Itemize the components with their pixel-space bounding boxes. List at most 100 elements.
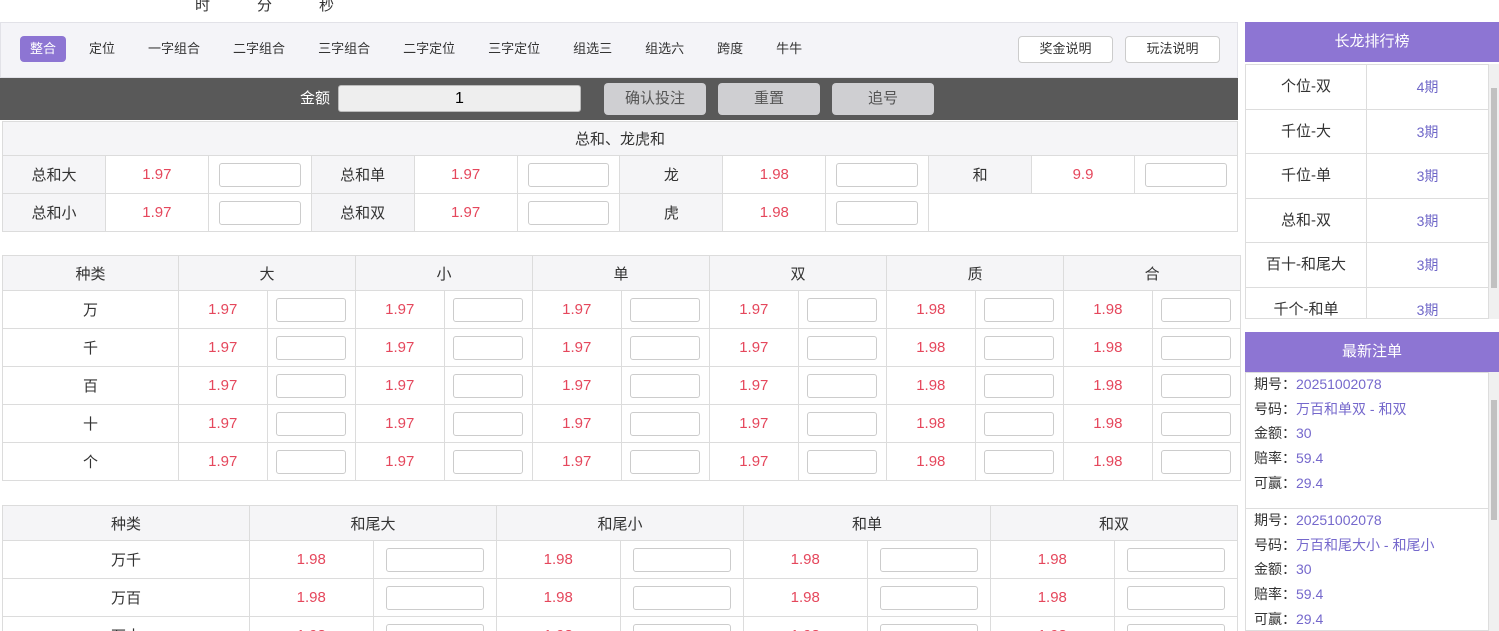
bet-cell [266,442,357,481]
order-line: 期号：20251002078 [1254,508,1484,532]
bet-input[interactable] [836,162,918,187]
bet-input[interactable] [807,411,878,436]
bet-cell [620,404,711,443]
bet-input[interactable] [276,373,347,398]
bet-label: 总和大 [2,155,106,194]
bet-input[interactable] [630,373,701,398]
tab[interactable]: 组选六 [645,41,685,56]
order-line: 金额：30 [1254,557,1484,581]
tab[interactable]: 二字定位 [403,41,456,56]
bet-cell [1113,616,1239,631]
tab[interactable]: 一字组合 [148,41,201,56]
bet-input[interactable] [632,547,731,572]
odds: 1.97 [355,442,445,481]
bet-input[interactable] [630,411,701,436]
bet-cell [1113,578,1239,617]
bet-input[interactable] [1126,585,1225,610]
tab[interactable]: 跨度 [717,41,744,56]
bet-input[interactable] [276,411,347,436]
ranking-row: 千位-单 3期 [1246,154,1488,199]
odds: 1.97 [532,328,622,367]
bet-input[interactable] [1126,623,1225,631]
odds: 1.97 [709,328,799,367]
order-line: 赔率：59.4 [1254,582,1484,606]
tab[interactable]: 三字组合 [318,41,371,56]
tab[interactable]: 牛牛 [776,41,803,56]
bet-input[interactable] [879,547,978,572]
tab[interactable]: 整合 [20,36,67,62]
odds: 1.98 [1063,442,1153,481]
bet-input[interactable] [630,449,701,474]
tab[interactable]: 三字定位 [488,41,541,56]
ranking-row: 百十-和尾大 3期 [1246,243,1488,288]
bet-input[interactable] [984,335,1055,360]
odds: 1.98 [1063,404,1153,443]
tab[interactable]: 组选三 [573,41,613,56]
bet-input[interactable] [836,200,918,225]
bet-input[interactable] [984,449,1055,474]
ranking-name: 千位-大 [1246,109,1367,154]
bet-input[interactable] [385,547,484,572]
tab[interactable]: 二字组合 [233,41,286,56]
odds: 1.98 [886,328,976,367]
amount-input[interactable] [338,85,581,112]
bet-input[interactable] [219,200,301,225]
bet-input[interactable] [453,449,524,474]
empty-cell [928,193,1238,232]
bet-cell [372,578,498,617]
help-button[interactable]: 奖金说明 [1018,36,1113,63]
field-value: 29.4 [1296,610,1324,627]
bet-button[interactable]: 追号 [832,83,934,115]
bet-input[interactable] [807,297,878,322]
bet-input[interactable] [1161,373,1232,398]
bet-row: 万百 1.98 1.98 1.98 1.98 [2,578,1239,617]
bet-input[interactable] [453,411,524,436]
bet-input[interactable] [453,335,524,360]
bet-input[interactable] [807,335,878,360]
bet-input[interactable] [1126,547,1225,572]
bet-input[interactable] [630,297,701,322]
bet-input[interactable] [453,373,524,398]
bet-input[interactable] [276,449,347,474]
tab[interactable]: 定位 [89,41,116,56]
odds: 1.98 [743,616,868,631]
bet-cell [1151,366,1242,405]
bet-input[interactable] [1161,335,1232,360]
bet-input[interactable] [879,585,978,610]
help-button[interactable]: 玩法说明 [1125,36,1220,63]
amount-label: 金额 [299,90,330,107]
bet-cell [974,442,1065,481]
bet-input[interactable] [1161,449,1232,474]
scrollbar-thumb [1491,88,1497,288]
bet-cell [266,328,357,367]
bet-input[interactable] [630,335,701,360]
bet-input[interactable] [1161,411,1232,436]
bet-input[interactable] [984,411,1055,436]
bet-input[interactable] [984,373,1055,398]
bet-input[interactable] [453,297,524,322]
field-value: 30 [1296,425,1312,442]
bet-input[interactable] [1161,297,1232,322]
bet-button[interactable]: 重置 [718,83,820,115]
bet-cell [866,578,992,617]
bet-input[interactable] [385,585,484,610]
ranking-list: 个位-双 4期 千位-大 3期 千位-单 3期 总和-双 3期 百十-和尾大 3期 千个-和单 3期 [1245,64,1489,319]
bet-button[interactable]: 确认投注 [604,83,706,115]
bet-input[interactable] [527,162,610,187]
bet-input[interactable] [276,335,347,360]
bet-input[interactable] [219,162,301,187]
odds: 1.98 [886,404,976,443]
bet-cell [974,366,1065,405]
bet-input[interactable] [527,200,610,225]
bet-input[interactable] [632,623,731,631]
bet-input[interactable] [385,623,484,631]
bet-cell [797,290,888,329]
bet-input[interactable] [632,585,731,610]
bet-input[interactable] [276,297,347,322]
bet-input[interactable] [807,449,878,474]
bet-input[interactable] [807,373,878,398]
bet-input[interactable] [984,297,1055,322]
bet-cell [797,442,888,481]
bet-input[interactable] [879,623,978,631]
bet-input[interactable] [1145,162,1227,187]
